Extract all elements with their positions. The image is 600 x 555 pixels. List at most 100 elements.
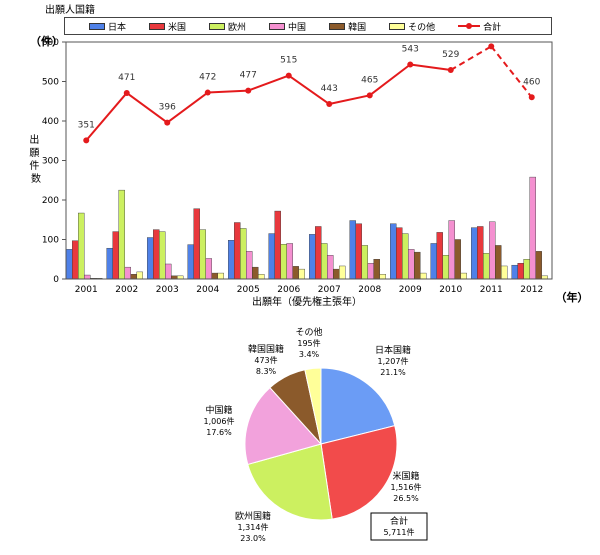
x-tick-label: 2009 [399,285,422,295]
bar-日本 [431,243,437,279]
bar-欧州 [362,245,368,279]
legend-label: その他 [408,20,435,33]
x-unit: （年） [556,290,589,304]
bar-欧州 [281,244,287,279]
bar-中国 [246,251,252,279]
bar-中国 [327,255,333,279]
pie-slice-韓国国籍 [270,370,321,444]
x-tick-label: 2011 [480,285,503,295]
legend-line-marker [458,22,480,30]
legend-label: 合計 [483,20,501,33]
total-line-segment [491,46,532,97]
total-data-label: 465 [361,75,378,85]
x-tick-label: 2003 [156,285,179,295]
legend-item: その他 [389,20,435,33]
bar-その他 [420,273,426,279]
bar-韓国 [252,267,258,279]
pie-slice-中国籍 [245,388,321,465]
pie-label-pct: 3.4% [299,350,320,359]
bar-日本 [66,249,72,279]
y-tick-label: 600 [42,38,59,48]
total-line-segment [410,65,451,71]
x-tick-label: 2007 [318,285,341,295]
legend-swatch [209,23,225,30]
y-axis-label-char: 出 [29,133,39,146]
bar-日本 [188,245,194,279]
pie-label-count: 195件 [297,338,320,348]
pie-label-name: 欧州国籍 [235,510,271,522]
legend-item: 中国 [269,20,306,33]
pie-total-label: 合計 [390,515,408,527]
bar-中国 [449,221,455,279]
bar-中国 [206,258,212,279]
pie-label-pct: 21.1% [380,368,406,377]
legend-swatch [89,23,105,30]
bar-日本 [350,221,356,279]
pie-slice-欧州国籍 [248,444,332,520]
total-point [448,67,454,73]
total-point [205,90,211,96]
x-axis-label: 出願年（優先権主張年） [252,295,362,308]
pie-label-pct: 23.0% [240,534,266,543]
bar-欧州 [443,255,449,279]
bar-米国 [153,230,159,279]
bar-韓国 [414,252,420,279]
total-line-segment [329,95,370,104]
pie-label-name: 米国籍 [392,470,419,482]
total-point [367,92,373,98]
pie-label-pct: 26.5% [393,494,419,503]
legend-item: 日本 [89,20,126,33]
bar-米国 [113,232,119,279]
total-data-label: 443 [321,84,338,94]
bar-その他 [258,274,264,279]
bar-その他 [299,269,305,279]
bar-中国 [368,263,374,279]
x-tick-label: 2001 [75,285,98,295]
total-data-label: 543 [402,45,419,55]
legend-swatch [269,23,285,30]
bar-米国 [315,226,321,279]
legend-label: 米国 [168,20,186,33]
y-axis-label-char: 件 [29,160,39,172]
pie-total-box [371,513,427,540]
y-axis-label-char: 願 [29,147,39,159]
total-point [326,101,332,107]
x-tick-label: 2005 [237,285,260,295]
bar-欧州 [119,190,125,279]
bar-中国 [408,249,414,279]
y-tick-label: 0 [53,275,59,285]
bar-その他 [380,274,386,279]
x-tick-label: 2008 [358,285,381,295]
bar-韓国 [455,240,461,280]
bar-欧州 [402,234,408,279]
total-data-label: 351 [78,120,95,130]
legend-item: 欧州 [209,20,246,33]
x-tick-label: 2012 [520,285,543,295]
legend-item: 米国 [149,20,186,33]
pie-label-pct: 8.3% [256,367,277,376]
bar-米国 [356,224,362,279]
total-line-segment [208,91,249,93]
bar-その他 [137,272,143,279]
pie-label-name: その他 [295,326,322,338]
y-tick-label: 200 [42,196,59,206]
pie-label-pct: 17.6% [206,428,232,437]
total-point [407,62,413,68]
pie-total-value: 5,711件 [384,527,415,537]
total-line-segment [86,93,127,140]
pie-labels: 日本国籍1,207件21.1%米国籍1,516件26.5%欧州国籍1,314件2… [204,326,422,543]
bar-中国 [84,275,90,279]
total-point [529,94,535,100]
legend-label: 欧州 [228,20,246,33]
total-data-label: 477 [240,71,257,81]
total-point [286,73,292,79]
total-point [164,120,170,126]
pie-slice-米国籍 [321,426,397,520]
total-data-label: 515 [280,56,297,66]
total-point [124,90,130,96]
y-axis-label: 出 願 件 数 [29,133,42,185]
bar-日本 [390,224,396,279]
pie-label-count: 1,006件 [204,416,235,426]
bar-欧州 [321,243,327,279]
pie-label-name: 中国籍 [205,404,232,416]
